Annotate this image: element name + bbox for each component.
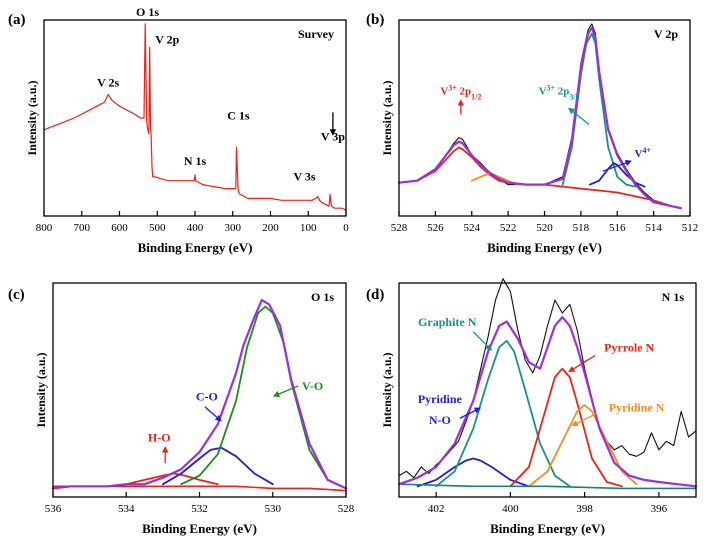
panel-d-annotation-pyridine: Pyridine [418, 392, 463, 406]
panel-b-x-axis-label: Binding Energy (eV) [487, 240, 602, 255]
panel-b-axes-frame [398, 19, 691, 217]
panel-a-x-tick-label: 700 [74, 222, 91, 234]
panel-b-x-tick-label: 526 [427, 222, 444, 234]
panel-d: 402 400 398 396 Binding Energy (eV) Intensity… [366, 278, 698, 536]
panel-b-annotation-arrow [602, 159, 632, 172]
panel-b-annotation-v-2p: V3+ 2p1/2 [440, 83, 481, 101]
panel-b-title: V 2p [654, 27, 678, 41]
panel-d-series-pyridine-n [528, 404, 638, 488]
panel-b-x-tick-label: 528 [391, 222, 408, 234]
panel-c-x-tick-label: 530 [265, 503, 282, 515]
panel-a-x-tick-label: 400 [187, 222, 204, 234]
panel-b-series-raw [398, 23, 682, 209]
panel-c-label: (c) [8, 287, 25, 303]
panel-b: 528 526 524 522 520 518 516 514 512 Binding Energ… [366, 12, 698, 255]
panel-a-axes-frame [43, 19, 347, 217]
panel-c-x-axis-label: Binding Energy (eV) [142, 521, 257, 536]
panel-a-x-tick-label: 0 [343, 222, 349, 234]
panel-d-annotation-arrow [568, 354, 596, 373]
panel-d-x-tick-label: 396 [651, 503, 668, 515]
panel-d-x-tick-label: 402 [428, 503, 445, 515]
panel-d-x-axis-label: Binding Energy (eV) [490, 521, 605, 536]
panel-c-x-tick-label: 534 [118, 503, 135, 515]
panel-d-annotation-pyridine-n: Pyridine N [609, 400, 665, 414]
panel-a-annotation-v-3s: V 3s [293, 169, 315, 183]
panel-d-series-fit-envelope [397, 316, 698, 488]
panel-c-series-c-o [162, 446, 274, 486]
panel-c-annotation-arrow [272, 385, 299, 397]
panel-c-y-axis-label: Intensity (a.u.) [34, 352, 48, 427]
panel-a-y-axis-label: Intensity (a.u.) [25, 80, 39, 155]
panel-d-annotation-n-o: N-O [429, 413, 451, 427]
panel-c-annotation-c-o: C-O [196, 390, 218, 404]
panel-d-series-raw [398, 278, 697, 479]
panel-a-x-tick-label: 200 [262, 222, 279, 234]
panel-a-x-tick-label: 500 [149, 222, 166, 234]
panel-c-annotation-v-o: V-O [302, 379, 323, 393]
panel-d-y-axis-label: Intensity (a.u.) [380, 352, 394, 427]
panel-c-annotation-h-o: H-O [148, 430, 171, 444]
panel-a-x-axis-label: Binding Energy (eV) [138, 240, 253, 255]
panel-c: 536 534 532 530 528 Binding Energy (eV) Intens… [8, 282, 355, 536]
panel-b-annotation-v-2p: V3+ 2p3/2 [539, 83, 580, 101]
panel-d-annotation-arrow [571, 412, 597, 426]
panel-d-series-pyridine-n-o [416, 457, 530, 488]
panel-c-x-tick-label: 536 [45, 503, 62, 515]
panel-a-label: (a) [8, 12, 26, 28]
panel-d-title: N 1s [662, 290, 685, 304]
panel-b-x-tick-label: 522 [500, 222, 517, 234]
panel-a-title: Survey [298, 27, 334, 41]
panel-a-x-tick-label: 600 [111, 222, 128, 234]
panel-b-series-fit-envelope [397, 26, 682, 210]
panel-d-axes-frame [398, 282, 697, 498]
panel-a-annotation-c-1s: C 1s [227, 108, 250, 122]
panel-d-series-graphite-n [435, 339, 571, 488]
panel-d-label: (d) [366, 287, 384, 303]
panel-d-annotation-arrow [459, 407, 482, 419]
panel-d-x-tick-label: 400 [502, 503, 519, 515]
panel-a-annotation-v-2s: V 2s [97, 75, 119, 89]
panel-c-annotation-arrow [204, 406, 222, 422]
panel-a-annotation-o-1s: O 1s [136, 5, 159, 19]
panel-b-x-tick-label: 520 [536, 222, 553, 234]
panel-d-series-pyrrole-n [509, 367, 623, 488]
panel-b-y-axis-label: Intensity (a.u.) [380, 80, 394, 155]
panel-a-annotation-v-2p: V 2p [155, 32, 179, 46]
panel-b-x-tick-label: 516 [609, 222, 626, 234]
panel-a-x-tick-label: 300 [225, 222, 242, 234]
panel-b-x-tick-label: 518 [573, 222, 590, 234]
panel-a-annotation-v-3p: V 3p [321, 129, 345, 143]
panel-b-x-tick-label: 524 [464, 222, 481, 234]
panel-a-x-tick-label: 800 [36, 222, 53, 234]
panel-b-label: (b) [366, 12, 384, 28]
panel-c-series-fit-envelope [51, 299, 348, 490]
panel-b-annotation-v: V4+ [635, 146, 652, 161]
panel-d-annotation-pyrrole-n: Pyrrole N [604, 340, 654, 354]
panel-c-x-tick-label: 532 [191, 503, 208, 515]
panel-d-series-baseline [398, 483, 697, 490]
panel-d-x-tick-label: 398 [576, 503, 593, 515]
panel-d-annotation-arrow [472, 331, 493, 351]
panel-d-annotation-graphite-n: Graphite N [418, 315, 477, 329]
panel-c-title: O 1s [311, 290, 334, 304]
panel-a-x-tick-label: 100 [300, 222, 317, 234]
panel-b-annotation-arrow [568, 107, 590, 125]
panel-a: 800 700 600 500 400 300 200 100 0 Binding Energy … [8, 5, 349, 255]
panel-b-x-tick-label: 514 [645, 222, 662, 234]
panel-c-x-tick-label: 528 [338, 503, 355, 515]
panel-a-annotation-n-1s: N 1s [184, 154, 207, 168]
panel-a-series-survey [43, 23, 347, 211]
panel-b-x-tick-label: 512 [682, 222, 699, 234]
